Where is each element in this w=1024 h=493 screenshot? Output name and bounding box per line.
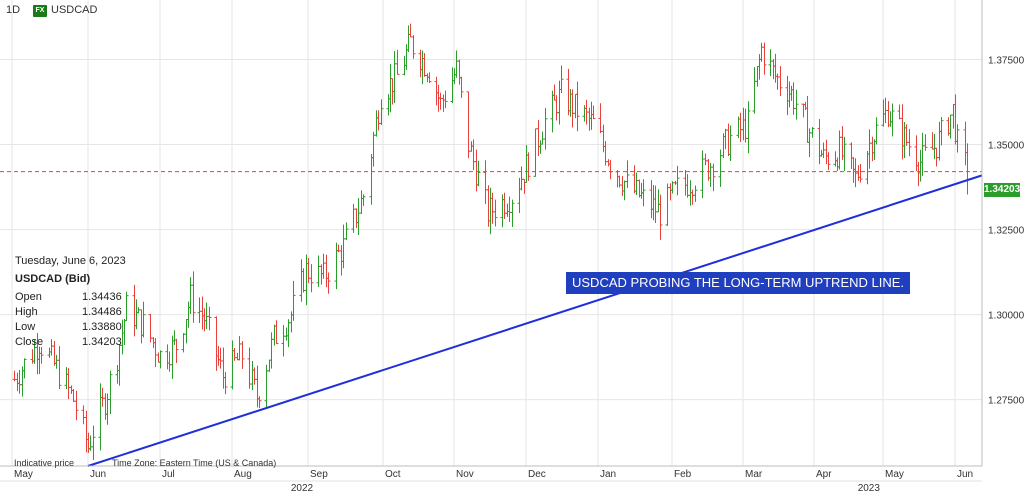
x-tick-label: Feb: [674, 469, 692, 480]
symbol-label[interactable]: USDCAD: [51, 4, 98, 16]
info-value: 1.34436: [82, 291, 122, 303]
y-tick-label: 1.35000: [988, 141, 1024, 152]
y-tick-label: 1.30000: [988, 311, 1024, 322]
chart-overlays: [0, 171, 983, 467]
x-tick-label: Mar: [745, 469, 763, 480]
x-tick-label: Apr: [816, 469, 832, 480]
info-row-high: High 1.34486: [15, 305, 126, 320]
info-label: Open: [15, 291, 42, 303]
interval-label[interactable]: 1D: [6, 4, 21, 16]
ohlc-bars: [12, 23, 970, 460]
info-row-close: Close 1.34203: [15, 335, 126, 350]
x-tick-label: Jan: [600, 469, 616, 480]
last-price-tag: 1.34203: [984, 183, 1021, 197]
info-label: High: [15, 306, 38, 318]
indicative-price-note: Indicative price: [14, 458, 75, 468]
y-tick-label: 1.32500: [988, 226, 1024, 237]
year-label: 2023: [858, 483, 881, 493]
fx-badge-icon: FX: [33, 5, 47, 17]
info-date: Tuesday, June 6, 2023: [15, 255, 126, 267]
x-tick-label: Jun: [90, 469, 106, 480]
x-tick-label: Jun: [957, 469, 973, 480]
year-label: 2022: [291, 483, 314, 493]
uptrend-line: [87, 174, 983, 467]
info-row-open: Open 1.34436: [15, 290, 126, 305]
info-value: 1.34486: [82, 306, 122, 318]
x-tick-label: May: [885, 469, 904, 480]
y-tick-label: 1.37500: [988, 56, 1024, 67]
x-tick-label: Oct: [385, 469, 401, 480]
trendline-annotation: USDCAD PROBING THE LONG-TERM UPTREND LIN…: [566, 272, 911, 294]
info-label: Close: [15, 336, 44, 348]
y-tick-label: 1.27500: [988, 396, 1024, 407]
info-value: 1.33880: [82, 321, 122, 333]
info-value: 1.34203: [82, 336, 122, 348]
info-label: Low: [15, 321, 36, 333]
x-tick-label: Sep: [310, 469, 328, 480]
x-tick-label: Aug: [234, 469, 252, 480]
x-tick-label: Nov: [456, 469, 474, 480]
x-tick-label: Jul: [162, 469, 175, 480]
info-symbol: USDCAD (Bid): [15, 273, 91, 285]
ohlc-info-panel: Tuesday, June 6, 2023 USDCAD (Bid) Open …: [15, 254, 126, 350]
timezone-note[interactable]: Time Zone: Eastern Time (US & Canada): [112, 458, 277, 468]
info-row-low: Low 1.33880: [15, 320, 126, 335]
x-tick-label: Dec: [528, 469, 546, 480]
x-tick-label: May: [14, 469, 33, 480]
